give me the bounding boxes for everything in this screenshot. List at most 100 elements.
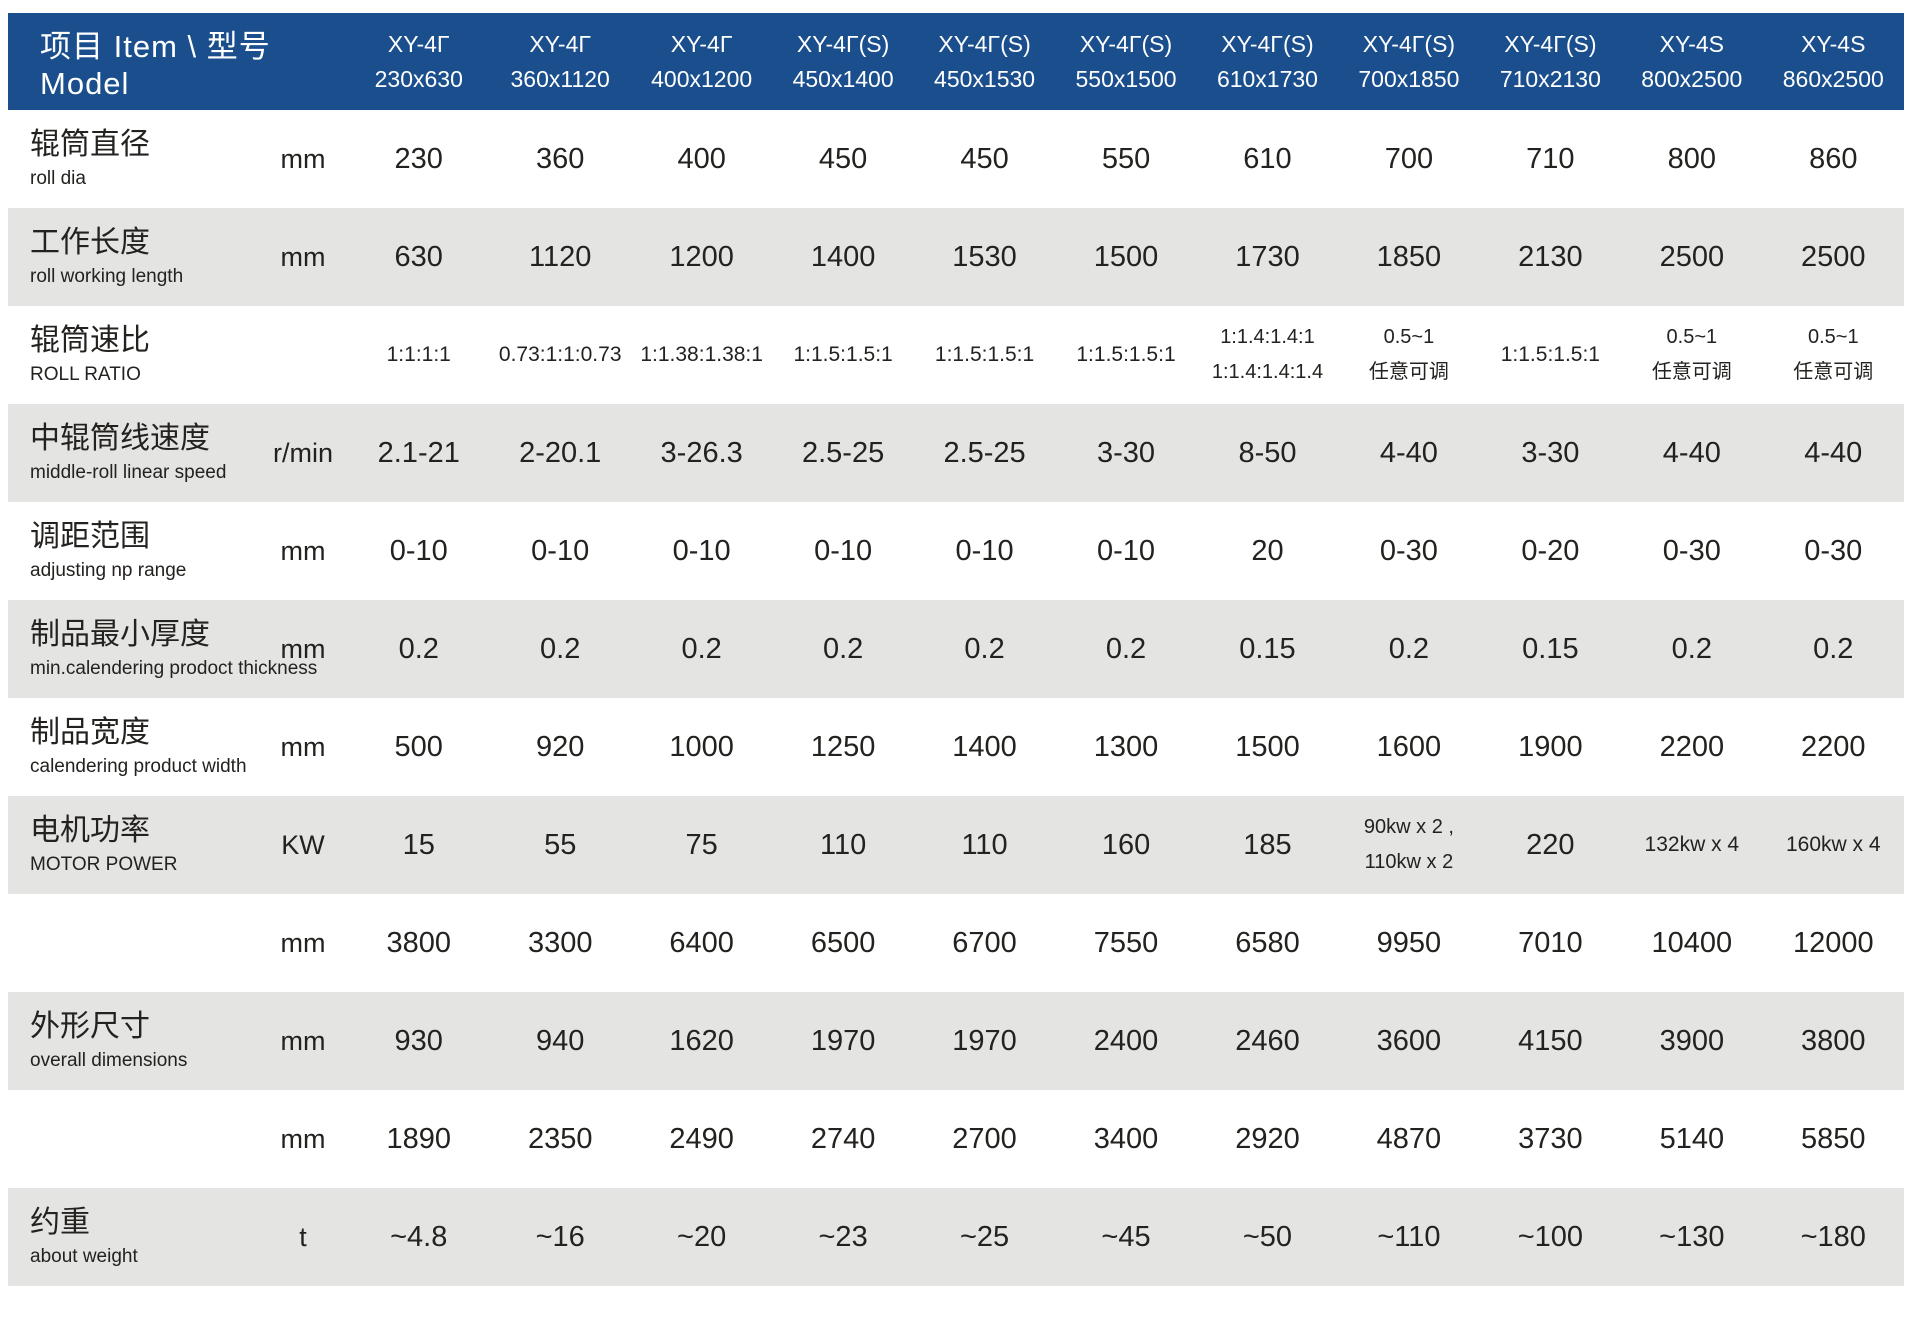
- table-body: 辊筒直径 roll dia mm 230 360 400 450 450 550 610 700 71…: [8, 110, 1904, 1286]
- value-cell: 0-20: [1521, 534, 1580, 567]
- value-cell: 1200: [669, 240, 734, 273]
- value-cell: 6700: [952, 926, 1017, 959]
- value-cell: 1970: [952, 1024, 1017, 1057]
- row-label-zh: 电机功率: [30, 814, 150, 848]
- row-label-en: adjusting np range: [30, 559, 187, 581]
- value-cell: 1730: [1235, 240, 1300, 273]
- value-cell: 0-30: [1662, 534, 1721, 567]
- value-cell: ~100: [1517, 1220, 1584, 1253]
- value-cell: 0-10: [1096, 534, 1156, 567]
- row-label-zh: 中辊筒线速度: [30, 422, 210, 456]
- model-header: XY-4S 860x2500: [1762, 13, 1904, 110]
- row-label-cell: 辊筒直径 roll dia: [8, 110, 258, 208]
- row-unit-cell: mm: [280, 927, 326, 958]
- value-cell: 0-30: [1379, 534, 1438, 567]
- value-cell: ~45: [1101, 1220, 1151, 1253]
- table-row: 调距范围 adjusting np range mm 0-10 0-10 0-10 0-10…: [8, 502, 1904, 600]
- value-cell: 1120: [529, 240, 592, 273]
- table-row: 制品最小厚度 min.calendering prodoct thickness m…: [8, 600, 1904, 698]
- model-name: XY-4Γ(S): [1221, 31, 1314, 57]
- value-cell: 450: [818, 142, 868, 175]
- row-unit-cell: mm: [280, 241, 326, 272]
- value-cell: 3-30: [1096, 436, 1156, 469]
- value-cell: 1:1:1:1: [386, 343, 451, 366]
- model-header: XY-4Γ 360x1120: [489, 13, 631, 110]
- table-row: 外形尺寸 overall dimensions mm 930 940 1620 1970 19…: [8, 992, 1904, 1090]
- value-cell: ~20: [677, 1220, 727, 1253]
- value-cell: 8-50: [1238, 436, 1297, 469]
- row-unit-cell: [258, 306, 348, 404]
- value-cell: 185: [1243, 828, 1292, 861]
- value-cell: 1:1.5:1.5:1: [934, 343, 1035, 366]
- row-unit-cell: mm: [280, 1025, 326, 1056]
- value-cell: 2350: [527, 1122, 593, 1155]
- row-label-zh: 辊筒直径: [30, 128, 150, 162]
- row-unit-cell: mm: [280, 633, 326, 664]
- row-unit-cell: r/min: [273, 437, 333, 468]
- value-cell: 0.2: [964, 632, 1005, 665]
- value-cell: 5140: [1659, 1122, 1725, 1155]
- row-label-zh: 制品宽度: [30, 716, 150, 750]
- model-header: XY-4Γ(S) 610x1730: [1196, 13, 1339, 110]
- value-cell: 920: [536, 730, 585, 763]
- value-cell: 940: [536, 1024, 585, 1057]
- table-header: 项目 Item \ 型号 Model XY-4Γ 230x630 XY-4Γ 360x…: [8, 13, 1904, 110]
- row-unit-cell: KW: [281, 829, 325, 860]
- row-label-cell: 工作长度 roll working length: [8, 208, 258, 306]
- value-cell: 450: [960, 142, 1009, 175]
- value-cell: 860: [1809, 142, 1858, 175]
- model-header: XY-4Γ 400x1200: [630, 13, 773, 110]
- table-row: 电机功率 MOTOR POWER KW 15 55 75 110 110 160 185 90kw …: [8, 796, 1904, 894]
- table-row: 工作长度 roll working length mm 630 1120 1200 1400…: [8, 208, 1904, 306]
- row-label-en: roll dia: [30, 167, 86, 189]
- value-cell: 2400: [1093, 1024, 1159, 1057]
- value-line: 任意可调: [1651, 361, 1732, 383]
- value-cell: 1500: [1093, 240, 1159, 273]
- model-size: 450x1530: [934, 65, 1036, 92]
- value-cell: 110: [819, 828, 867, 861]
- table-row: 辊筒直径 roll dia mm 230 360 400 450 450 550 610 700 71…: [8, 110, 1904, 208]
- value-cell: 1:1.38:1.38:1: [640, 343, 763, 366]
- value-cell: 90kw x 2 , 110kw x 2: [1338, 796, 1479, 894]
- value-cell: 3300: [527, 926, 593, 959]
- model-name: XY-4Γ: [529, 31, 592, 57]
- row-label-en: ROLL RATIO: [30, 363, 141, 385]
- value-cell: 110: [961, 828, 1008, 861]
- value-cell: 3730: [1518, 1122, 1583, 1155]
- value-cell: 75: [685, 828, 718, 861]
- row-label-cell: [8, 894, 258, 992]
- item-model-header: 项目 Item \ 型号 Model: [8, 13, 349, 110]
- row-label-zh: 工作长度: [30, 226, 150, 260]
- value-cell: 0.2: [1671, 632, 1712, 665]
- row-label-en: calendering product width: [30, 755, 247, 777]
- value-cell: 2200: [1801, 730, 1866, 763]
- value-cell: 1400: [810, 240, 876, 273]
- value-cell: 7550: [1093, 926, 1159, 959]
- model-header: XY-4Γ(S) 710x2130: [1479, 13, 1622, 110]
- value-line: 任意可调: [1793, 361, 1874, 383]
- value-cell: 4150: [1518, 1024, 1583, 1057]
- row-label-en: MOTOR POWER: [30, 853, 178, 875]
- value-cell: 1400: [952, 730, 1017, 763]
- value-cell: 6580: [1235, 926, 1300, 959]
- value-cell: 2130: [1518, 240, 1583, 273]
- value-cell: 0.5~1 任意可调: [1621, 306, 1762, 404]
- value-cell: 0-10: [531, 534, 590, 567]
- model-size: 230x630: [374, 65, 463, 92]
- value-line: 0.5~1: [1807, 326, 1859, 348]
- value-cell: 220: [1526, 828, 1575, 861]
- value-cell: 0.73:1:1:0.73: [498, 343, 622, 366]
- value-cell: 4-40: [1379, 436, 1438, 469]
- value-cell: 3-26.3: [660, 436, 743, 469]
- model-size: 800x2500: [1641, 65, 1743, 92]
- row-label-cell: 电机功率 MOTOR POWER: [8, 796, 258, 894]
- table-row: 中辊筒线速度 middle-roll linear speed r/min 2.1-2…: [8, 404, 1904, 502]
- value-cell: 55: [544, 828, 577, 861]
- row-label-en: min.calendering prodoct thickness: [30, 657, 318, 679]
- model-header: XY-4Γ(S) 700x1850: [1338, 13, 1480, 110]
- value-line: 1:1.4:1.4:1: [1220, 326, 1315, 348]
- value-cell: 3800: [386, 926, 451, 959]
- value-cell: 160: [1101, 828, 1151, 861]
- value-line: 0.5~1: [1383, 326, 1435, 348]
- row-label-en: overall dimensions: [30, 1049, 188, 1071]
